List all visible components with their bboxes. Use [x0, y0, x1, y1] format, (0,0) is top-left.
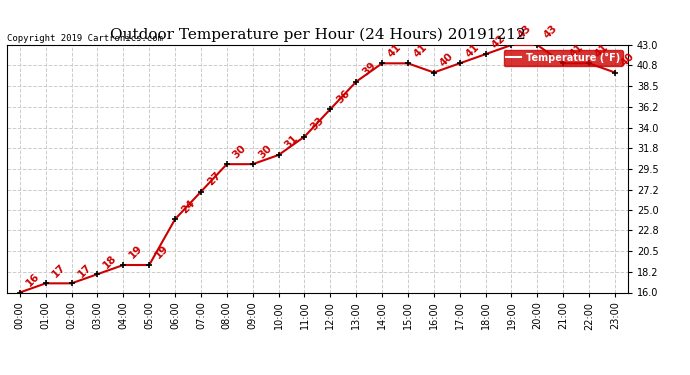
Title: Outdoor Temperature per Hour (24 Hours) 20191212: Outdoor Temperature per Hour (24 Hours) … — [110, 28, 525, 42]
Text: 18: 18 — [101, 253, 119, 270]
Text: 41: 41 — [386, 42, 404, 59]
Legend: Temperature (°F): Temperature (°F) — [504, 50, 623, 66]
Text: 30: 30 — [257, 142, 274, 160]
Text: 43: 43 — [542, 23, 559, 41]
Text: 24: 24 — [179, 198, 197, 215]
Text: 30: 30 — [231, 142, 248, 160]
Text: 16: 16 — [24, 271, 41, 288]
Text: 40: 40 — [619, 51, 637, 68]
Text: Copyright 2019 Cartronics.com: Copyright 2019 Cartronics.com — [7, 33, 163, 42]
Text: 41: 41 — [593, 42, 611, 59]
Text: 19: 19 — [153, 244, 170, 261]
Text: 40: 40 — [438, 51, 455, 68]
Text: 39: 39 — [360, 60, 377, 78]
Text: 41: 41 — [412, 42, 430, 59]
Text: 42: 42 — [490, 33, 507, 50]
Text: 43: 43 — [515, 23, 533, 41]
Text: 36: 36 — [335, 88, 352, 105]
Text: 27: 27 — [205, 170, 223, 188]
Text: 41: 41 — [464, 42, 482, 59]
Text: 17: 17 — [50, 262, 68, 279]
Text: 41: 41 — [567, 42, 585, 59]
Text: 17: 17 — [76, 262, 93, 279]
Text: 33: 33 — [308, 115, 326, 132]
Text: 31: 31 — [283, 134, 300, 151]
Text: 19: 19 — [128, 244, 145, 261]
